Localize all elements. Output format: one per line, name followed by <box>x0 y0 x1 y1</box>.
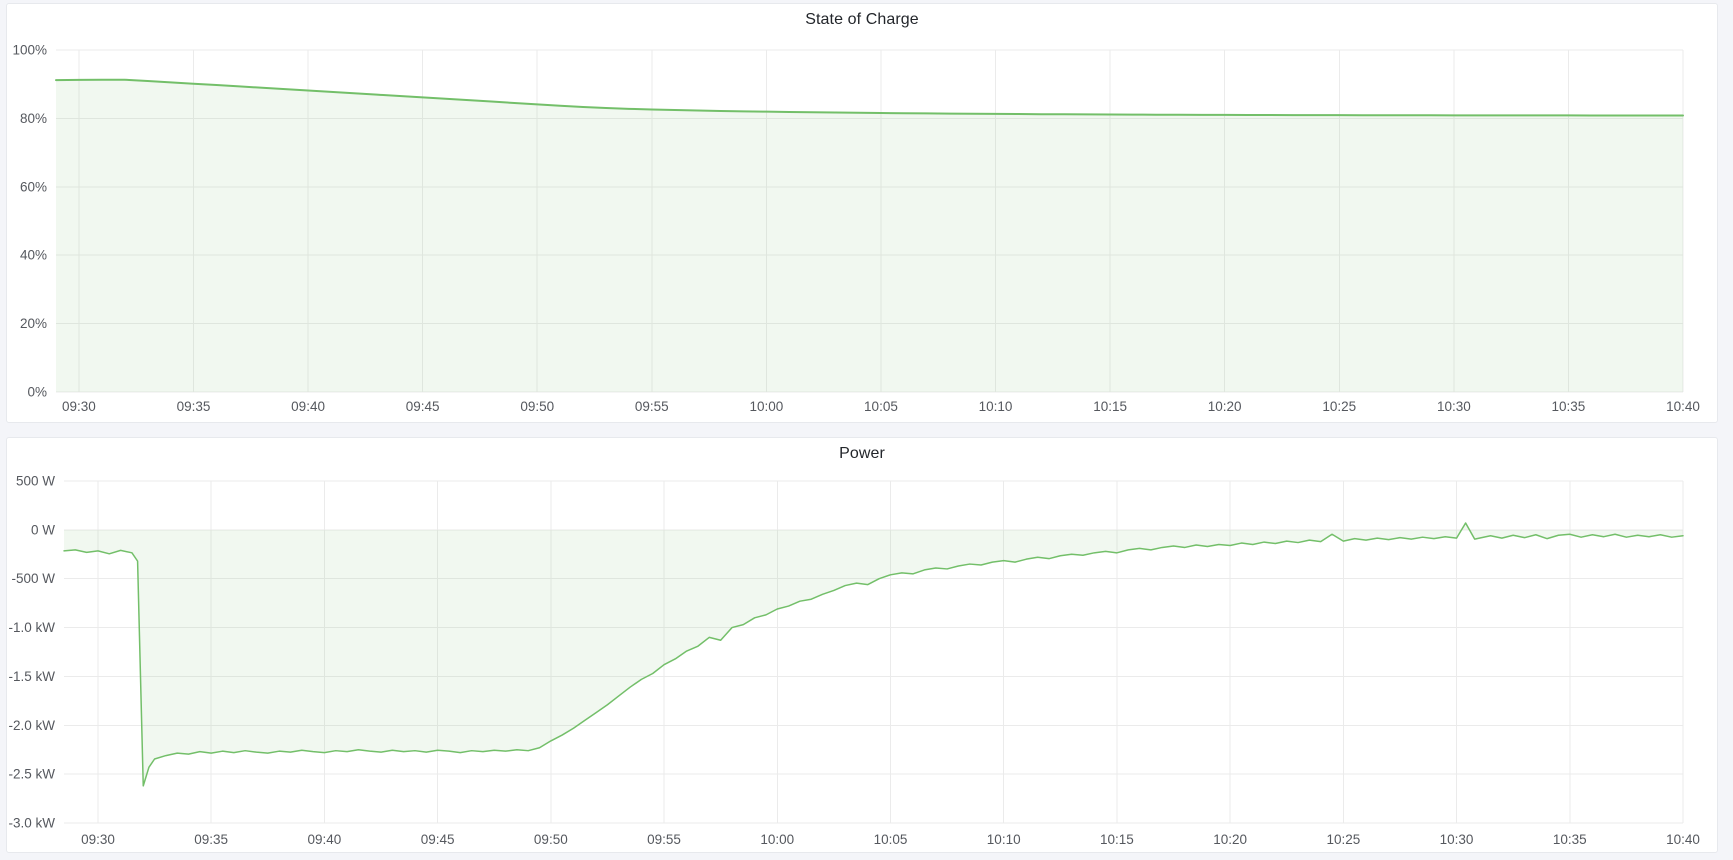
x-tick-label: 09:40 <box>291 399 325 414</box>
y-tick-label: 100% <box>12 43 47 58</box>
panel-state-of-charge: 100% 80% 60% 40% 20% 0% 09:30 09:35 09:40 09:45 09… <box>6 3 1718 423</box>
y-tick-label: -2.0 kW <box>8 718 55 733</box>
y-tick-label: 0 W <box>31 522 55 537</box>
chart-power[interactable]: 500 W 0 W -500 W -1.0 kW -1.5 kW -2.0 kW -2.5 … <box>7 438 1717 852</box>
chart-state-of-charge[interactable]: 100% 80% 60% 40% 20% 0% 09:30 09:35 09:40 09:45 09… <box>7 4 1717 422</box>
y-tick-label: -500 W <box>11 571 55 586</box>
x-tick-label: 09:35 <box>194 832 228 847</box>
x-tick-label: 09:55 <box>647 832 681 847</box>
x-tick-label: 09:55 <box>635 399 669 414</box>
x-tick-label: 09:50 <box>520 399 554 414</box>
x-tick-label: 10:05 <box>864 399 898 414</box>
x-tick-label: 10:25 <box>1322 399 1356 414</box>
y-tick-label: -1.0 kW <box>8 620 55 635</box>
x-tick-label: 09:40 <box>308 832 342 847</box>
x-tick-label: 10:25 <box>1326 832 1360 847</box>
x-tick-label: 10:20 <box>1213 832 1247 847</box>
x-tick-label: 10:35 <box>1553 832 1587 847</box>
y-tick-label: -3.0 kW <box>8 816 55 831</box>
x-tick-label: 10:10 <box>987 832 1021 847</box>
x-tick-label: 10:30 <box>1437 399 1471 414</box>
y-tick-label: -2.5 kW <box>8 767 55 782</box>
series-fill <box>64 523 1683 786</box>
y-tick-label: -1.5 kW <box>8 669 55 684</box>
x-tick-label: 09:45 <box>421 832 455 847</box>
panel-title-state-of-charge[interactable]: State of Charge <box>805 11 919 28</box>
x-tick-label: 10:40 <box>1666 399 1700 414</box>
x-tick-label: 10:10 <box>979 399 1013 414</box>
x-tick-label: 10:00 <box>760 832 794 847</box>
x-tick-label: 10:20 <box>1208 399 1242 414</box>
x-tick-label: 09:35 <box>177 399 211 414</box>
x-tick-label: 10:30 <box>1440 832 1474 847</box>
y-tick-label: 80% <box>20 111 47 126</box>
y-tick-label: 60% <box>20 179 47 194</box>
x-tick-label: 10:40 <box>1666 832 1700 847</box>
x-tick-label: 09:45 <box>406 399 440 414</box>
x-tick-label: 09:30 <box>62 399 96 414</box>
panel-power: 500 W 0 W -500 W -1.0 kW -1.5 kW -2.0 kW -2.5 … <box>6 437 1718 853</box>
panel-header-state-of-charge[interactable]: State of Charge <box>7 4 1717 36</box>
y-tick-label: 40% <box>20 248 47 263</box>
x-tick-label: 09:30 <box>81 832 115 847</box>
y-tick-label: 20% <box>20 316 47 331</box>
y-tick-label: 0% <box>27 385 47 400</box>
panel-title-power[interactable]: Power <box>839 445 885 462</box>
x-tick-label: 10:35 <box>1552 399 1586 414</box>
y-tick-label: 500 W <box>16 474 55 489</box>
panel-header-power[interactable]: Power <box>7 438 1717 470</box>
series-line <box>55 78 1684 117</box>
x-tick-label: 10:00 <box>749 399 783 414</box>
x-tick-label: 10:15 <box>1100 832 1134 847</box>
series-fill <box>56 79 1683 392</box>
x-tick-label: 10:05 <box>874 832 908 847</box>
series-line <box>63 522 1684 787</box>
x-tick-label: 09:50 <box>534 832 568 847</box>
x-tick-label: 10:15 <box>1093 399 1127 414</box>
